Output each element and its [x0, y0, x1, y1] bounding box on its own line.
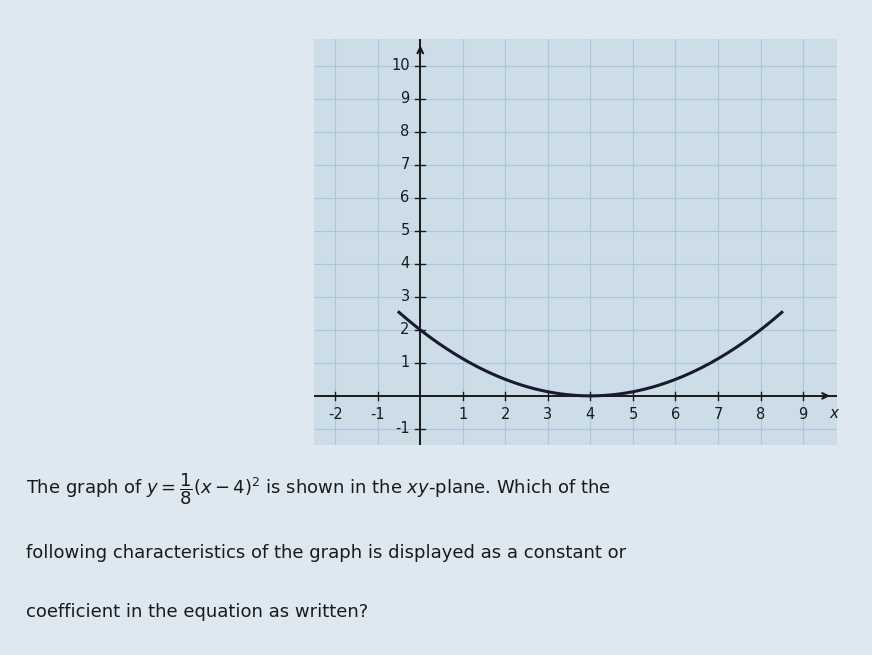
Text: -2: -2 — [328, 407, 343, 422]
Text: $x$: $x$ — [829, 406, 841, 421]
Text: 9: 9 — [400, 91, 410, 106]
Text: coefficient in the equation as written?: coefficient in the equation as written? — [26, 603, 368, 620]
Text: 6: 6 — [400, 191, 410, 205]
Text: 5: 5 — [400, 223, 410, 238]
Text: 4: 4 — [586, 407, 595, 422]
Text: 7: 7 — [713, 407, 723, 422]
Text: 5: 5 — [629, 407, 637, 422]
Text: 9: 9 — [799, 407, 807, 422]
Text: following characteristics of the graph is displayed as a constant or: following characteristics of the graph i… — [26, 544, 626, 561]
Text: 3: 3 — [543, 407, 553, 422]
Text: 2: 2 — [400, 322, 410, 337]
Text: 4: 4 — [400, 256, 410, 271]
Text: 1: 1 — [400, 356, 410, 370]
Text: 10: 10 — [391, 58, 410, 73]
Text: 3: 3 — [400, 290, 410, 305]
Text: 7: 7 — [400, 157, 410, 172]
Text: The graph of $y = \dfrac{1}{8}(x - 4)^2$ is shown in the $xy$-plane. Which of th: The graph of $y = \dfrac{1}{8}(x - 4)^2$… — [26, 472, 611, 507]
Text: -1: -1 — [395, 421, 410, 436]
Text: 8: 8 — [400, 124, 410, 140]
Text: 8: 8 — [756, 407, 765, 422]
Text: -1: -1 — [371, 407, 385, 422]
Text: 2: 2 — [501, 407, 510, 422]
Text: 1: 1 — [458, 407, 467, 422]
Text: 6: 6 — [671, 407, 680, 422]
